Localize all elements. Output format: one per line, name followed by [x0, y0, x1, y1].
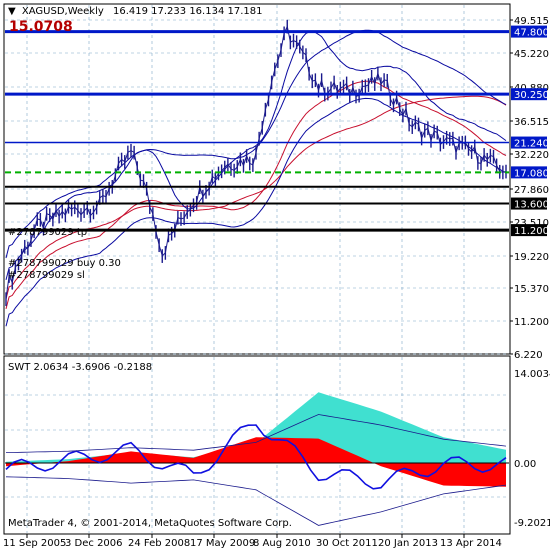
price-axis-label: 23.510	[514, 218, 549, 229]
swt-histogram	[5, 392, 509, 526]
swt-upper-envelope	[5, 414, 507, 453]
time-axis-label: 30 Oct 2011	[316, 538, 378, 549]
time-axis-label: 8 Aug 2010	[253, 538, 311, 549]
price-tag-box	[511, 25, 547, 38]
price-axis-label: 11.200	[514, 317, 549, 328]
copyright: MetaTrader 4, © 2001-2014, MetaQuotes So…	[8, 518, 292, 529]
price-tag-label: 21.240	[514, 139, 549, 150]
price-levels	[5, 30, 509, 232]
ohlc-label: 16.419 17.233 16.134 17.181	[113, 6, 263, 17]
time-axis-label: 13 Apr 2014	[440, 538, 502, 549]
time-axis-label: 17 May 2009	[190, 538, 255, 549]
indicator-axis-label: 14.0034	[514, 369, 550, 380]
grid	[5, 5, 509, 533]
big-value: 15.0708	[9, 19, 73, 35]
price-axis-label: 45.220	[514, 49, 549, 60]
price-axis-label: 36.515	[514, 117, 549, 128]
triangle-icon: ▼	[8, 6, 16, 17]
chart-title: ▼ XAGUSD,Weekly 16.419 17.233 16.134 17.…	[8, 6, 262, 17]
swt-red-area	[6, 437, 506, 487]
price-axis-label: 6.220	[514, 350, 543, 361]
price-tag-label: 47.800	[514, 28, 549, 39]
price-tag-label: 11.200	[514, 226, 549, 237]
lower-band	[5, 97, 507, 327]
price-tags: 47.800 30.250 21.240 17.080 13.600 11.200	[511, 25, 549, 237]
price-tag-box	[511, 136, 547, 149]
price-tag-box	[511, 88, 547, 101]
red-moving-average-2	[5, 80, 507, 310]
trade-label-tp: #278799029 tp	[8, 227, 87, 238]
indicator-axis: 14.0034 0.00 -9.2021	[514, 369, 550, 529]
symbol-label: XAGUSD,Weekly	[22, 6, 104, 17]
price-line	[5, 24, 507, 300]
mid-band	[5, 31, 507, 281]
trade-label-buy: #278799029 buy 0.30	[8, 258, 121, 269]
swt-lower-envelope	[5, 476, 507, 526]
swt-cyan-area	[6, 392, 506, 463]
price-tag-box	[511, 224, 547, 237]
time-axis-label: 24 Feb 2008	[128, 538, 190, 549]
trade-label-sl: #278799029 sl	[8, 270, 85, 281]
time-axis-label: 11 Sep 2005	[3, 538, 66, 549]
time-axis-label: 20 Jan 2013	[378, 538, 438, 549]
indicator-axis-label: -9.2021	[514, 518, 550, 529]
price-axis-label: 15.370	[514, 284, 549, 295]
price-axis-label: 49.515	[514, 16, 549, 27]
price-axis-label: 32.220	[514, 150, 549, 161]
price-axis-label: 19.220	[514, 252, 549, 263]
main-chart-frame	[3, 3, 511, 355]
price-tag-box	[511, 197, 547, 210]
indicator-axis-label: 0.00	[514, 459, 536, 470]
price-tag-box	[511, 166, 547, 179]
price-tag-label: 13.600	[514, 200, 549, 211]
indicator-title: SWT 2.0634 -3.6906 -0.2188	[8, 362, 152, 373]
price-tag-label: 30.250	[514, 90, 549, 101]
price-axis: 49.51545.22040.88036.51532.22027.86023.5…	[510, 16, 549, 361]
price-axis-label: 27.860	[514, 185, 549, 196]
time-axis-label: 3 Dec 2006	[65, 538, 123, 549]
price-tag-label: 17.080	[514, 168, 549, 179]
swt-blue-line	[5, 424, 507, 490]
